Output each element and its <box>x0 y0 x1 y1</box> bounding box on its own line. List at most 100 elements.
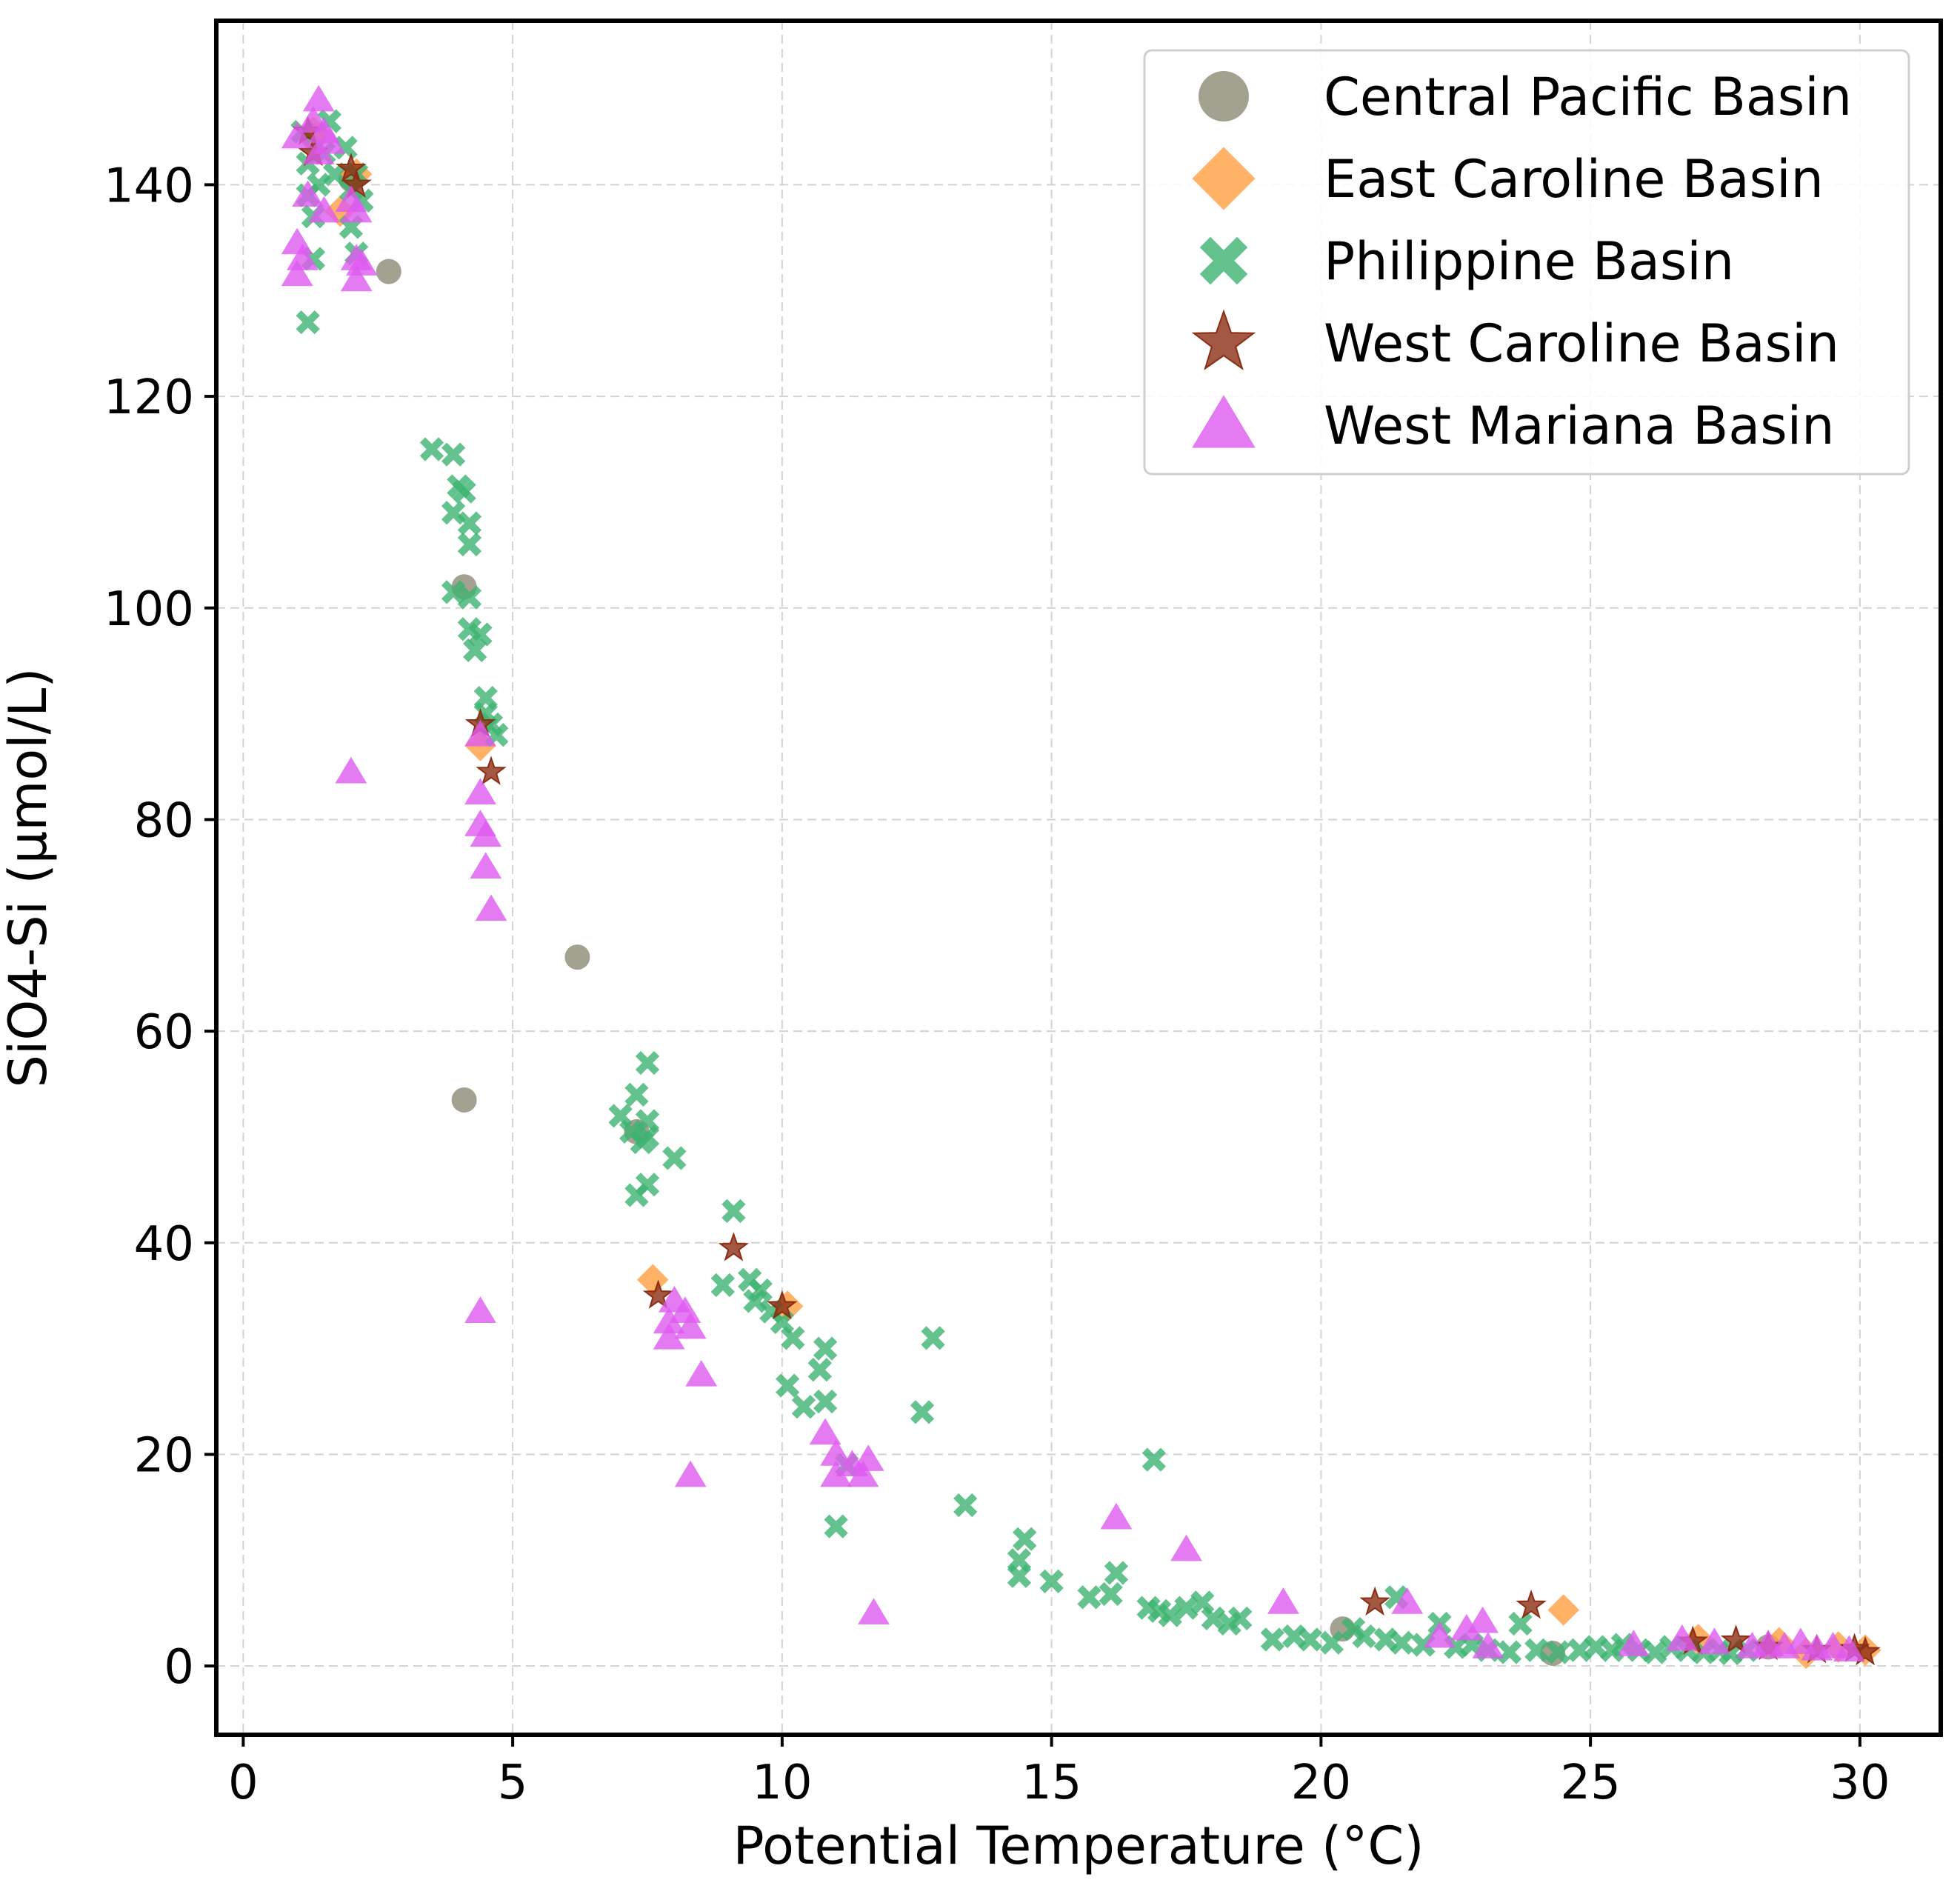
data-point <box>468 622 493 647</box>
data-point <box>1391 1587 1424 1614</box>
data-point <box>340 196 373 223</box>
x-tick-label: 15 <box>1021 1756 1081 1810</box>
data-point <box>464 778 496 805</box>
legend: Central Pacific Basin East Caroline Basin… <box>1143 49 1910 476</box>
data-point <box>1298 1627 1322 1652</box>
y-tick-label: 40 <box>134 1217 194 1272</box>
y-tick-label: 120 <box>104 370 194 425</box>
data-point <box>564 944 590 970</box>
legend-label: West Mariana Basin <box>1324 396 1834 456</box>
data-point <box>1497 1640 1522 1664</box>
data-point <box>781 1326 805 1350</box>
data-point <box>824 1514 848 1538</box>
data-point <box>1099 1581 1123 1607</box>
data-point <box>1007 1564 1032 1588</box>
data-point <box>281 121 313 149</box>
data-point <box>441 501 466 525</box>
data-point <box>336 153 367 182</box>
data-point <box>1546 1640 1570 1664</box>
data-point <box>767 1290 798 1320</box>
data-point <box>813 1336 838 1361</box>
data-point <box>653 1322 685 1350</box>
data-point <box>953 1493 978 1518</box>
x-tick-label: 0 <box>228 1756 259 1810</box>
data-point <box>419 437 444 461</box>
data-point <box>463 638 487 663</box>
data-point <box>1260 1627 1285 1652</box>
data-point <box>1100 1502 1133 1530</box>
data-point <box>635 1050 660 1076</box>
data-point <box>457 585 482 610</box>
data-point <box>1077 1585 1101 1610</box>
data-point <box>341 168 372 199</box>
data-point <box>296 310 320 335</box>
data-point <box>1319 1630 1344 1655</box>
data-point <box>624 1082 649 1107</box>
data-point <box>807 1358 832 1382</box>
legend-label: West Caroline Basin <box>1324 313 1839 374</box>
data-point <box>674 1460 707 1487</box>
data-point <box>718 1232 750 1261</box>
data-point <box>452 479 476 504</box>
data-point <box>669 1296 701 1323</box>
x-axis-label: Potential Temperature (°C) <box>733 1816 1424 1876</box>
data-point <box>1508 1611 1533 1636</box>
data-point <box>1699 1627 1730 1655</box>
data-point <box>1013 1527 1037 1551</box>
data-point <box>710 1273 735 1298</box>
data-point <box>1424 1621 1456 1648</box>
data-point <box>1359 1586 1390 1616</box>
data-point <box>1039 1569 1064 1594</box>
data-point <box>340 264 373 292</box>
y-tick-label: 20 <box>134 1428 194 1483</box>
legend-box <box>1143 49 1910 476</box>
data-point <box>910 1400 935 1424</box>
data-point <box>674 1312 707 1339</box>
data-point <box>1201 1606 1226 1631</box>
data-point <box>1547 1594 1579 1626</box>
x-tick-label: 25 <box>1560 1756 1620 1810</box>
data-point <box>1516 1589 1547 1619</box>
y-tick-label: 60 <box>134 1005 194 1060</box>
data-point <box>1666 1624 1699 1651</box>
data-point <box>858 1598 890 1625</box>
data-point <box>1352 1624 1376 1649</box>
data-point <box>1141 1447 1166 1472</box>
ticks: 0 5 10 15 20 25 30 0 20 40 60 80 100 120 140 <box>104 159 1890 1810</box>
data-point <box>1450 1613 1483 1641</box>
data-point <box>635 1124 660 1150</box>
data-point <box>476 756 507 785</box>
data-point <box>809 1418 841 1445</box>
data-point <box>457 511 482 536</box>
data-point <box>1720 1624 1752 1654</box>
data-point <box>791 1395 816 1419</box>
data-point <box>308 196 340 223</box>
data-point <box>441 442 466 467</box>
legend-label: Central Pacific Basin <box>1324 67 1852 127</box>
data-point <box>470 820 502 847</box>
x-tick-label: 10 <box>752 1756 812 1810</box>
data-point <box>1373 1627 1398 1652</box>
data-point <box>1567 1638 1592 1662</box>
data-point <box>322 161 347 187</box>
legend-marker <box>1192 147 1256 210</box>
data-point <box>464 1296 496 1323</box>
legend-label: East Caroline Basin <box>1324 149 1824 210</box>
data-point <box>721 1198 746 1224</box>
data-point <box>346 249 378 276</box>
x-tick-label: 5 <box>498 1756 528 1810</box>
data-point <box>776 1373 800 1398</box>
y-axis-label: SiO4-Si (μmol/L) <box>0 667 59 1087</box>
data-point <box>1833 1635 1865 1662</box>
data-point <box>1281 1624 1307 1649</box>
data-point <box>1267 1587 1299 1614</box>
data-point <box>475 894 507 921</box>
data-point <box>748 1278 773 1303</box>
data-point <box>685 1359 718 1387</box>
legend-marker <box>1192 395 1256 448</box>
data-point <box>1104 1561 1129 1585</box>
legend-marker <box>1191 309 1256 370</box>
data-point <box>335 756 367 784</box>
